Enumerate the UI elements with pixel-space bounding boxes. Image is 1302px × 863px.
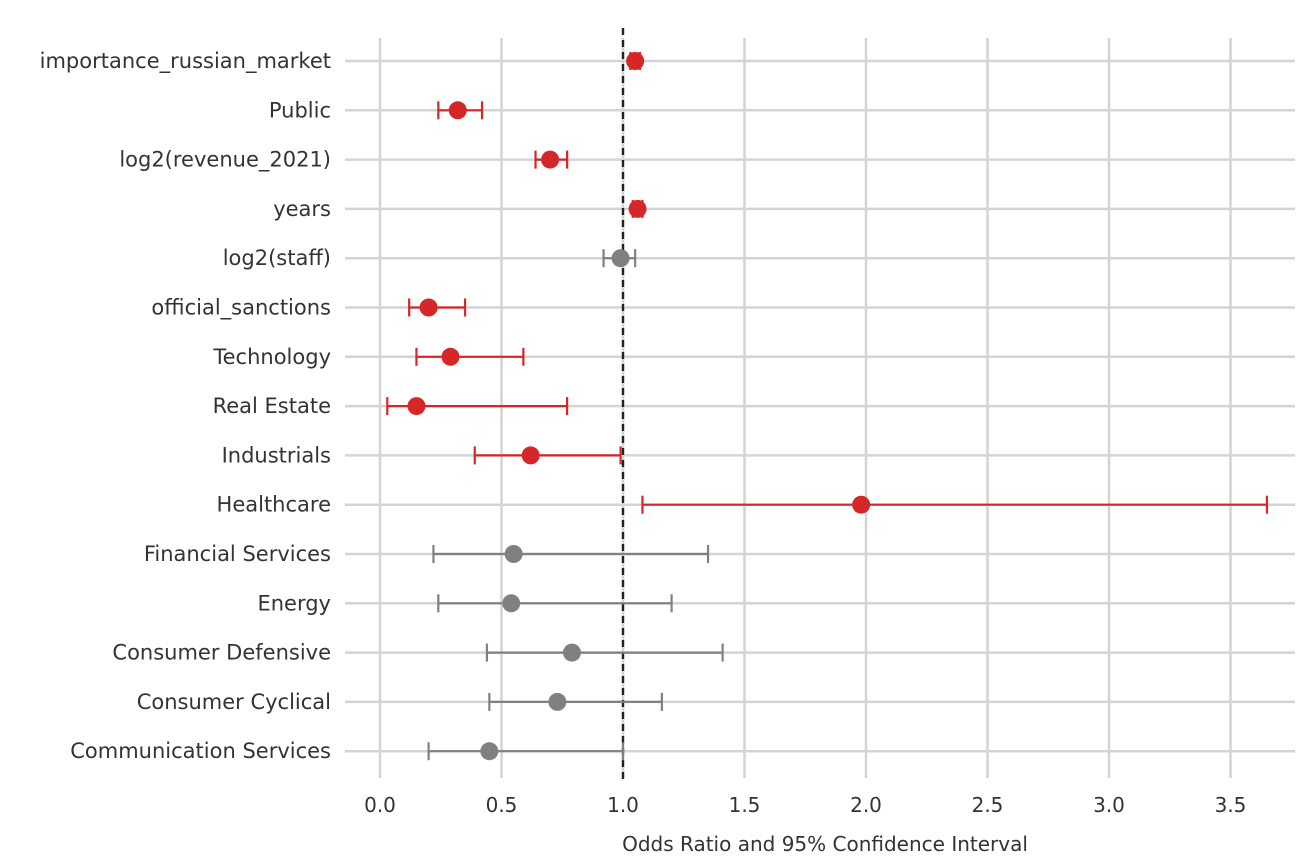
forest-row bbox=[427, 742, 625, 761]
category-label: Real Estate bbox=[213, 394, 331, 418]
category-label: log2(revenue_2021) bbox=[119, 148, 331, 173]
x-tick-label: 0.5 bbox=[486, 793, 518, 817]
category-label: Financial Services bbox=[144, 542, 331, 566]
category-labels: importance_russian_market Public log2(reve… bbox=[40, 49, 331, 763]
odds-ratio-point bbox=[521, 446, 540, 465]
x-tick-label: 3.0 bbox=[1093, 793, 1125, 817]
forest-row bbox=[432, 545, 710, 563]
forest-row bbox=[437, 101, 484, 120]
category-label: Communication Services bbox=[70, 739, 331, 763]
x-tick-label: 1.5 bbox=[729, 793, 761, 817]
forest-row bbox=[415, 347, 525, 366]
category-label: Consumer Defensive bbox=[112, 641, 331, 665]
odds-ratio-point bbox=[541, 150, 560, 169]
x-tick-label: 3.5 bbox=[1215, 793, 1247, 817]
odds-ratio-point bbox=[562, 643, 581, 662]
x-tick-label: 2.0 bbox=[850, 793, 882, 817]
odds-ratio-point bbox=[502, 594, 521, 613]
odds-ratio-point bbox=[611, 249, 630, 268]
forest-row bbox=[386, 397, 569, 416]
forest-row bbox=[626, 52, 645, 70]
data-points bbox=[386, 52, 1269, 761]
category-label: importance_russian_market bbox=[40, 49, 331, 74]
category-label: Industrials bbox=[222, 443, 331, 467]
forest-row bbox=[534, 150, 569, 169]
odds-ratio-point bbox=[628, 199, 647, 218]
odds-ratio-point bbox=[504, 545, 523, 563]
forest-row bbox=[602, 249, 637, 268]
category-label: Technology bbox=[212, 345, 331, 369]
category-label: Consumer Cyclical bbox=[137, 690, 331, 714]
odds-ratio-point bbox=[441, 347, 460, 366]
odds-ratio-point bbox=[548, 692, 567, 711]
category-label: Energy bbox=[257, 591, 331, 615]
category-label: Healthcare bbox=[217, 493, 331, 517]
grid bbox=[345, 38, 1295, 778]
x-tick-label: 2.5 bbox=[972, 793, 1004, 817]
odds-ratio-point bbox=[852, 495, 871, 514]
forest-row bbox=[437, 594, 673, 613]
category-label: log2(staff) bbox=[223, 246, 331, 270]
forest-row bbox=[485, 643, 724, 662]
forest-row bbox=[641, 495, 1269, 514]
forest-row bbox=[488, 692, 663, 711]
odds-ratio-point bbox=[419, 298, 438, 317]
x-tick-label: 1.0 bbox=[607, 793, 639, 817]
odds-ratio-point bbox=[626, 52, 645, 70]
x-tick-label: 0.0 bbox=[364, 793, 396, 817]
category-label: years bbox=[273, 197, 331, 221]
odds-ratio-point bbox=[480, 742, 499, 761]
odds-ratio-point bbox=[448, 101, 467, 120]
forest-row bbox=[628, 199, 647, 218]
category-label: official_sanctions bbox=[151, 296, 331, 321]
forest-row bbox=[408, 298, 467, 317]
odds-ratio-point bbox=[407, 397, 426, 416]
category-label: Public bbox=[269, 98, 331, 122]
forest-row bbox=[473, 446, 622, 465]
x-tick-labels: 0.0 0.5 1.0 1.5 2.0 2.5 3.0 3.5 bbox=[364, 793, 1246, 817]
x-axis-title: Odds Ratio and 95% Confidence Interval bbox=[622, 832, 1028, 856]
